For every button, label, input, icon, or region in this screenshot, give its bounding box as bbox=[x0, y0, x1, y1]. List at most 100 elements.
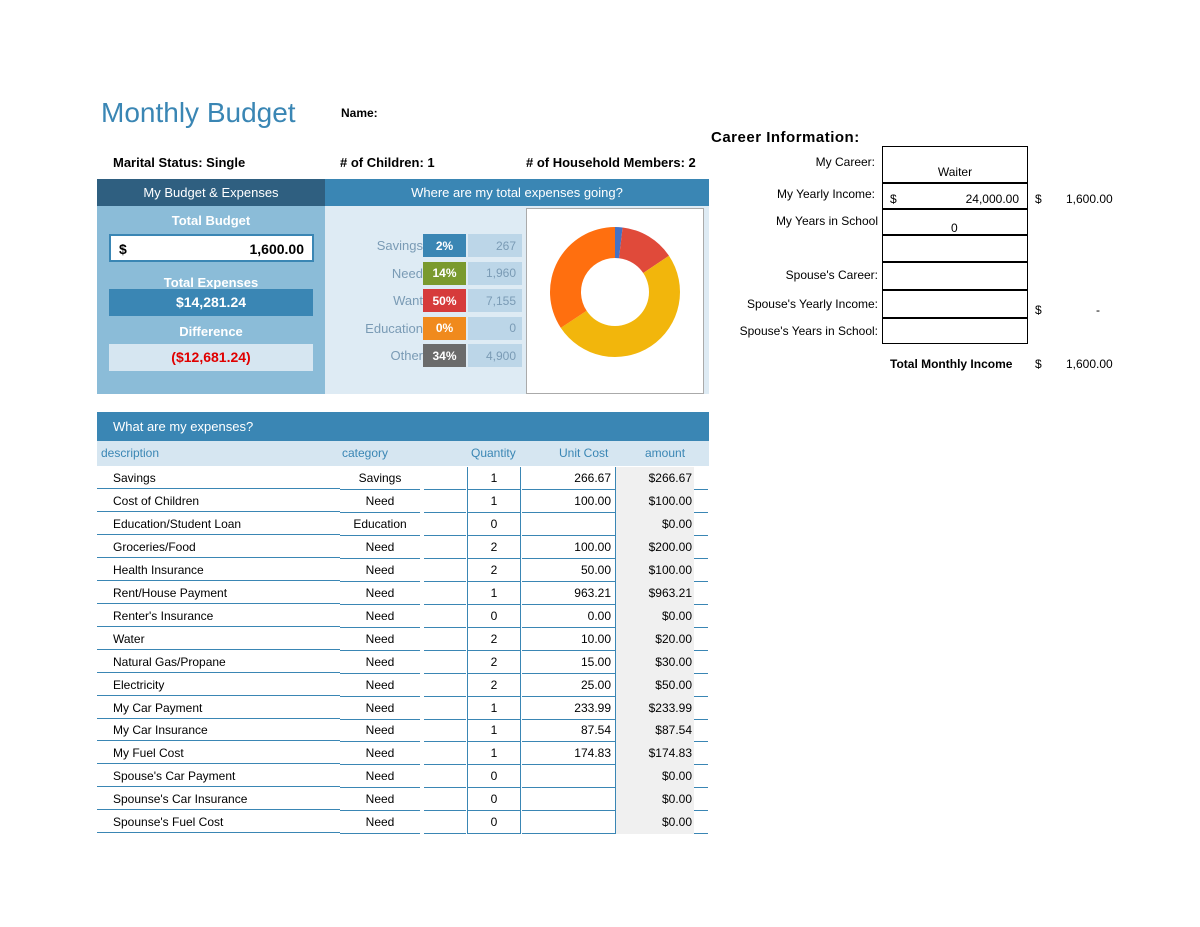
expense-quantity[interactable]: 0 bbox=[467, 765, 521, 789]
expense-description[interactable]: My Car Insurance bbox=[97, 719, 340, 742]
expense-unit-cost[interactable]: 15.00 bbox=[522, 650, 616, 674]
expense-category[interactable]: Need bbox=[340, 719, 420, 743]
expense-category[interactable]: Need bbox=[340, 765, 420, 789]
expense-unit-cost[interactable]: 100.00 bbox=[522, 535, 616, 559]
expense-category[interactable]: Need bbox=[340, 674, 420, 697]
expense-row[interactable]: My Car Insurance Need 1 87.54 $87.54 bbox=[97, 719, 709, 743]
expense-row[interactable]: Rent/House Payment Need 1 963.21 $963.21 bbox=[97, 581, 709, 605]
expense-unit-cost[interactable] bbox=[522, 765, 616, 789]
expense-unit-cost[interactable]: 266.67 bbox=[522, 467, 616, 490]
expense-quantity[interactable]: 2 bbox=[467, 650, 521, 674]
expense-quantity[interactable]: 1 bbox=[467, 489, 521, 513]
my-school-field[interactable]: 0 bbox=[882, 209, 1028, 235]
expense-row[interactable]: Groceries/Food Need 2 100.00 $200.00 bbox=[97, 535, 709, 559]
expense-row[interactable]: Renter's Insurance Need 0 0.00 $0.00 bbox=[97, 604, 709, 628]
expense-description[interactable]: Education/Student Loan bbox=[97, 513, 340, 535]
expense-row[interactable]: My Fuel Cost Need 1 174.83 $174.83 bbox=[97, 742, 709, 766]
expense-category[interactable]: Savings bbox=[340, 467, 420, 490]
expense-category[interactable]: Need bbox=[340, 582, 420, 605]
expense-row[interactable]: Natural Gas/Propane Need 2 15.00 $30.00 bbox=[97, 650, 709, 674]
expense-description[interactable]: My Fuel Cost bbox=[97, 742, 340, 765]
expense-quantity[interactable]: 1 bbox=[467, 742, 521, 766]
total-budget-value: 1,600.00 bbox=[249, 241, 305, 257]
expense-description[interactable]: Cost of Children bbox=[97, 490, 340, 512]
expense-quantity[interactable]: 1 bbox=[467, 467, 521, 490]
expense-description[interactable]: Electricity bbox=[97, 674, 340, 696]
my-income-label: My Yearly Income: bbox=[776, 187, 875, 201]
expense-amount: $30.00 bbox=[616, 650, 694, 674]
expense-category[interactable]: Education bbox=[340, 513, 420, 536]
expense-unit-cost[interactable]: 50.00 bbox=[522, 558, 616, 582]
expense-donut-chart bbox=[526, 208, 704, 394]
expense-quantity[interactable]: 0 bbox=[467, 512, 521, 536]
col-category[interactable]: category bbox=[342, 446, 389, 460]
expense-quantity[interactable]: 0 bbox=[467, 604, 521, 628]
expense-quantity[interactable]: 0 bbox=[467, 811, 521, 835]
expense-quantity[interactable]: 2 bbox=[467, 535, 521, 559]
expense-category[interactable]: Need bbox=[340, 788, 420, 812]
expense-row[interactable]: Water Need 2 10.00 $20.00 bbox=[97, 627, 709, 651]
expense-unit-cost[interactable]: 233.99 bbox=[522, 696, 616, 720]
col-description[interactable]: description bbox=[101, 446, 160, 460]
expense-category[interactable]: Need bbox=[340, 697, 420, 720]
expense-quantity[interactable]: 0 bbox=[467, 788, 521, 812]
expense-unit-cost[interactable]: 0.00 bbox=[522, 604, 616, 628]
spouse-career-field[interactable] bbox=[882, 262, 1028, 290]
expense-category[interactable]: Need bbox=[340, 490, 420, 513]
expenses-header-row: description category Quantity Unit Cost … bbox=[97, 441, 709, 466]
col-quantity[interactable]: Quantity bbox=[471, 446, 516, 460]
expense-category[interactable]: Need bbox=[340, 559, 420, 582]
expense-category[interactable]: Need bbox=[340, 536, 420, 559]
col-amount[interactable]: amount bbox=[645, 446, 686, 460]
expense-description[interactable]: Natural Gas/Propane bbox=[97, 651, 340, 673]
expense-description[interactable]: Groceries/Food bbox=[97, 536, 340, 558]
expense-row[interactable]: Education/Student Loan Education 0 $0.00 bbox=[97, 512, 709, 536]
expense-quantity[interactable]: 2 bbox=[467, 627, 521, 651]
expense-row[interactable]: Savings Savings 1 266.67 $266.67 bbox=[97, 467, 709, 490]
expense-category[interactable]: Need bbox=[340, 628, 420, 651]
expense-unit-cost[interactable] bbox=[522, 512, 616, 536]
expense-unit-cost[interactable]: 174.83 bbox=[522, 742, 616, 766]
expense-category[interactable]: Need bbox=[340, 742, 420, 766]
expense-unit-cost[interactable]: 10.00 bbox=[522, 627, 616, 651]
total-budget-field[interactable]: $ 1,600.00 bbox=[109, 234, 314, 262]
expense-row[interactable]: Cost of Children Need 1 100.00 $100.00 bbox=[97, 489, 709, 513]
expense-category[interactable]: Need bbox=[340, 605, 420, 628]
my-career-field[interactable]: Waiter bbox=[882, 146, 1028, 183]
expense-description[interactable]: Spouse's Car Payment bbox=[97, 765, 340, 788]
expense-quantity[interactable]: 1 bbox=[467, 696, 521, 720]
spouse-school-field[interactable] bbox=[882, 318, 1028, 344]
my-income-field[interactable]: $ 24,000.00 bbox=[882, 183, 1028, 209]
expense-description[interactable]: Renter's Insurance bbox=[97, 605, 340, 627]
expense-unit-cost[interactable]: 963.21 bbox=[522, 581, 616, 605]
expense-category[interactable]: Need bbox=[340, 811, 420, 835]
expense-description[interactable]: Health Insurance bbox=[97, 559, 340, 581]
expense-description[interactable]: Spounse's Fuel Cost bbox=[97, 811, 340, 834]
expense-unit-cost[interactable]: 100.00 bbox=[522, 489, 616, 513]
expense-row[interactable]: Spouse's Car Payment Need 0 $0.00 bbox=[97, 765, 709, 789]
expense-category[interactable]: Need bbox=[340, 651, 420, 674]
expense-quantity[interactable]: 1 bbox=[467, 719, 521, 743]
spouse-income-field[interactable] bbox=[882, 290, 1028, 318]
expense-row[interactable]: My Car Payment Need 1 233.99 $233.99 bbox=[97, 696, 709, 720]
expense-quantity[interactable]: 2 bbox=[467, 673, 521, 697]
expense-row[interactable]: Spounse's Fuel Cost Need 0 $0.00 bbox=[97, 811, 709, 835]
expense-unit-cost[interactable] bbox=[522, 811, 616, 835]
expense-row[interactable]: Spounse's Car Insurance Need 0 $0.00 bbox=[97, 788, 709, 812]
expense-description[interactable]: My Car Payment bbox=[97, 697, 340, 719]
income-currency: $ bbox=[890, 192, 897, 206]
expense-description[interactable]: Water bbox=[97, 628, 340, 650]
expense-quantity[interactable]: 2 bbox=[467, 558, 521, 582]
expense-unit-cost[interactable]: 87.54 bbox=[522, 719, 616, 743]
expense-description[interactable]: Savings bbox=[97, 467, 340, 489]
expense-quantity[interactable]: 1 bbox=[467, 581, 521, 605]
expense-description[interactable]: Rent/House Payment bbox=[97, 582, 340, 604]
expense-unit-cost[interactable]: 25.00 bbox=[522, 673, 616, 697]
expense-unit-cost[interactable] bbox=[522, 788, 616, 812]
col-unit-cost[interactable]: Unit Cost bbox=[559, 446, 609, 460]
expense-spacer bbox=[424, 467, 466, 490]
expense-row[interactable]: Electricity Need 2 25.00 $50.00 bbox=[97, 673, 709, 697]
expense-description[interactable]: Spounse's Car Insurance bbox=[97, 788, 340, 811]
total-budget-label: Total Budget bbox=[171, 213, 251, 228]
expense-row[interactable]: Health Insurance Need 2 50.00 $100.00 bbox=[97, 558, 709, 582]
